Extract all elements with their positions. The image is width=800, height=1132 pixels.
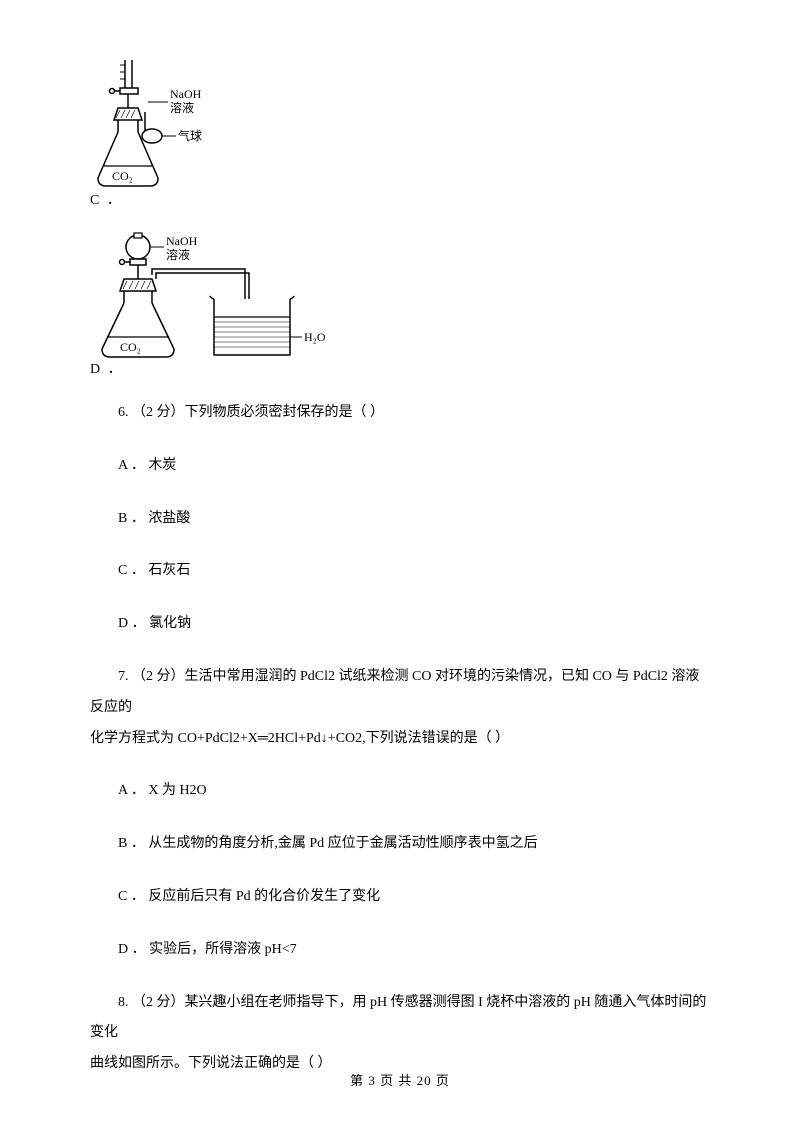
option-c-label: C ．: [90, 190, 123, 211]
q6-option-d: D ． 氯化钠: [90, 609, 710, 640]
diagram-c-svg: NaOH 溶液 气球 CO₂: [90, 60, 235, 190]
diagram-d-co2-label: CO₂: [120, 340, 141, 354]
diagram-c-balloon-label: 气球: [178, 128, 202, 143]
q7-option-b: B ． 从生成物的角度分析,金属 Pd 应位于金属活动性顺序表中氢之后: [90, 829, 710, 860]
diagram-c-co2-label: CO₂: [112, 169, 133, 183]
q6-option-a: A ． 木炭: [90, 451, 710, 482]
diagram-option-c: NaOH 溶液 气球 CO₂ C ．: [90, 60, 710, 211]
q7-option-a: A ． X 为 H2O: [90, 776, 710, 807]
diagram-d-solution-label: 溶液: [166, 247, 190, 262]
diagram-c-solution-label: 溶液: [170, 100, 194, 115]
q6-option-c: C ． 石灰石: [90, 556, 710, 587]
q7-option-c: C ． 反应前后只有 Pd 的化合价发生了变化: [90, 882, 710, 913]
diagram-c-naoh-label: NaOH: [170, 87, 202, 101]
diagram-d-h2o-label: H₂O: [304, 330, 326, 344]
option-d-label: D ．: [90, 359, 124, 380]
q7-stem-line1: 7. （2 分）生活中常用湿润的 PdCl2 试纸来检测 CO 对环境的污染情况…: [90, 662, 710, 724]
q7-option-d: D ． 实验后，所得溶液 pH<7: [90, 935, 710, 966]
q7-stem-line2: 化学方程式为 CO+PdCl2+X═2HCl+Pd↓+CO2,下列说法错误的是（…: [90, 724, 710, 755]
q6-option-b: B ． 浓盐酸: [90, 504, 710, 535]
diagram-d-svg: NaOH 溶液 CO₂ H₂O: [90, 229, 340, 359]
page-footer: 第 3 页 共 20 页: [0, 1071, 800, 1091]
diagram-option-d: NaOH 溶液 CO₂ H₂O D ．: [90, 229, 710, 380]
q8-stem-line1: 8. （2 分）某兴趣小组在老师指导下，用 pH 传感器测得图 I 烧杯中溶液的…: [90, 988, 710, 1050]
diagram-d-naoh-label: NaOH: [166, 234, 198, 248]
q6-stem: 6. （2 分）下列物质必须密封保存的是（ ）: [90, 398, 710, 429]
